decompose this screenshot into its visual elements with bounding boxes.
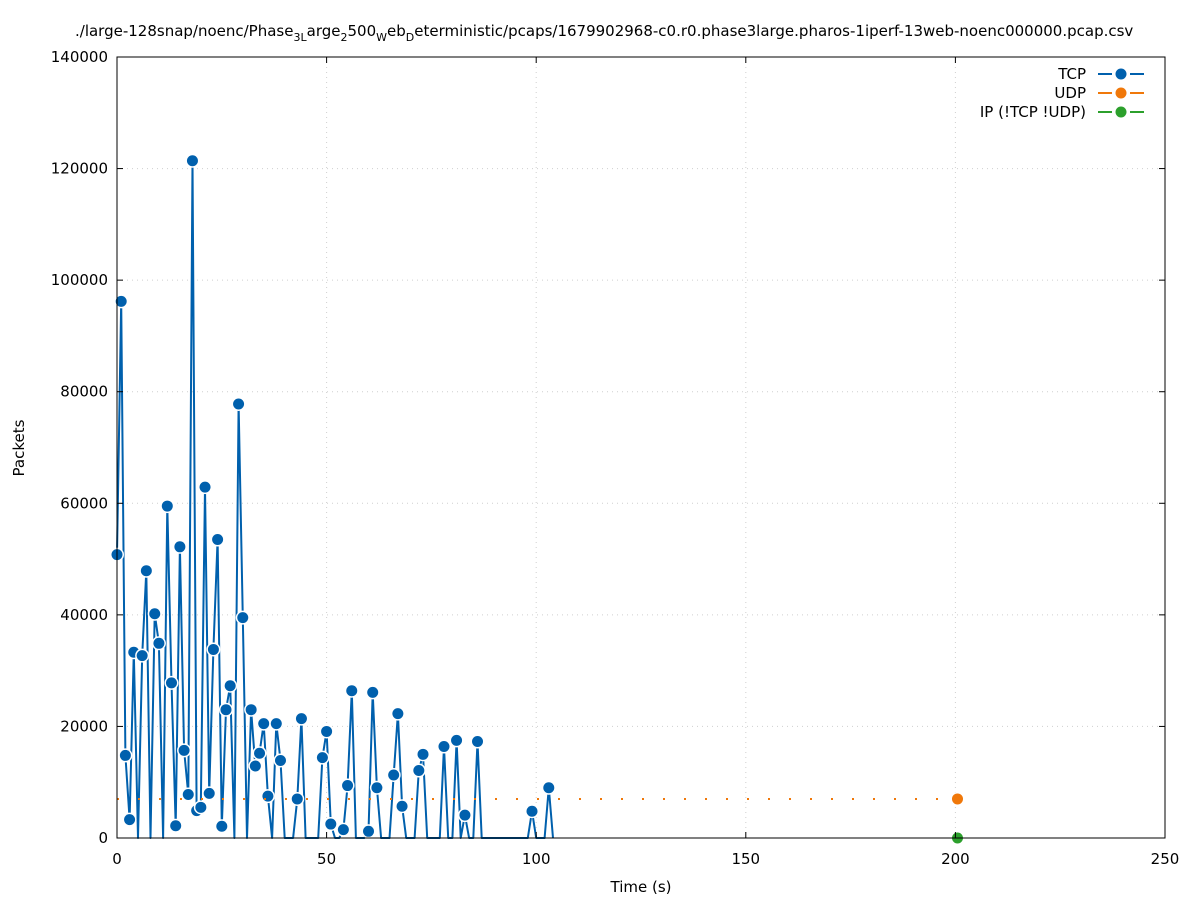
data-point	[291, 793, 303, 805]
x-tick-label: 200	[941, 850, 970, 868]
data-point	[199, 481, 211, 493]
axes-layer: 0 50 100 150 200 250 0 20000 40000 60000 80000 1000…	[51, 48, 1180, 868]
data-point	[392, 708, 404, 720]
series-udp	[117, 791, 965, 806]
data-point	[413, 764, 425, 776]
data-point	[115, 295, 127, 307]
chart-title: ./large-128snap/noenc/Phase3Large2500Web…	[75, 22, 1133, 44]
data-point	[149, 608, 161, 620]
data-point	[258, 718, 270, 730]
data-point	[233, 398, 245, 410]
x-tick-label: 250	[1151, 850, 1180, 868]
y-tick-label: 40000	[60, 606, 108, 624]
data-point	[270, 718, 282, 730]
y-tick-label: 140000	[51, 48, 108, 66]
data-point	[337, 824, 349, 836]
y-tick-label: 0	[98, 829, 108, 847]
data-point	[295, 713, 307, 725]
data-point	[951, 793, 963, 805]
data-point	[216, 820, 228, 832]
x-tick-label: 150	[731, 850, 760, 868]
series-line	[116, 159, 554, 839]
series-tcp	[110, 153, 556, 839]
data-point	[367, 686, 379, 698]
data-point	[262, 790, 274, 802]
data-point	[325, 818, 337, 830]
data-point	[346, 685, 358, 697]
data-point	[396, 800, 408, 812]
data-point	[274, 754, 286, 766]
series-layer	[110, 153, 965, 845]
data-point	[254, 747, 266, 759]
data-point	[249, 760, 261, 772]
data-point	[316, 752, 328, 764]
title-segment: arge	[307, 22, 341, 40]
data-point	[165, 677, 177, 689]
data-point	[182, 788, 194, 800]
data-point	[526, 805, 538, 817]
data-point	[451, 734, 463, 746]
legend-marker	[1115, 87, 1127, 99]
title-segment: W	[376, 31, 387, 44]
title-segment: eterministic/pcaps/1679902968-c0.r0.phas…	[414, 22, 1133, 40]
data-point	[212, 534, 224, 546]
data-point	[140, 565, 152, 577]
title-segment: eb	[387, 22, 406, 40]
legend-marker	[1115, 106, 1127, 118]
data-point	[136, 650, 148, 662]
grid-lines	[117, 57, 1165, 838]
title-segment: D	[406, 31, 414, 44]
data-point	[195, 801, 207, 813]
y-axis-label: Packets	[10, 419, 28, 476]
data-point	[543, 782, 555, 794]
y-tick-label: 100000	[51, 271, 108, 289]
data-point	[371, 782, 383, 794]
y-tick-label: 20000	[60, 717, 108, 735]
data-point	[161, 500, 173, 512]
data-point	[119, 749, 131, 761]
data-point	[124, 814, 136, 826]
legend-label: UDP	[1054, 84, 1086, 102]
x-tick-label: 0	[112, 850, 122, 868]
y-tick-label: 120000	[51, 160, 108, 178]
data-point	[220, 704, 232, 716]
data-point	[245, 704, 257, 716]
x-axis-label: Time (s)	[610, 878, 672, 896]
data-point	[417, 748, 429, 760]
y-tick-label: 80000	[60, 383, 108, 401]
data-point	[388, 769, 400, 781]
y-tick-label: 60000	[60, 494, 108, 512]
legend-label: TCP	[1057, 65, 1086, 83]
data-point	[153, 637, 165, 649]
legend-marker	[1115, 68, 1127, 80]
data-point	[174, 541, 186, 553]
title-segment: ./large-128snap/noenc/Phase	[75, 22, 293, 40]
title-segment: 2	[340, 31, 347, 44]
data-point	[363, 825, 375, 837]
data-point	[459, 809, 471, 821]
data-point	[178, 744, 190, 756]
data-point	[438, 741, 450, 753]
data-point	[203, 787, 215, 799]
data-point	[237, 612, 249, 624]
title-segment: 500	[347, 22, 376, 40]
title-segment: 3L	[293, 31, 307, 44]
legend-label: IP (!TCP !UDP)	[980, 103, 1086, 121]
x-tick-label: 50	[317, 850, 336, 868]
data-point	[472, 735, 484, 747]
data-point	[170, 820, 182, 832]
plot-border	[116, 56, 1166, 839]
x-tick-label: 100	[522, 850, 551, 868]
data-point	[186, 155, 198, 167]
data-point	[342, 780, 354, 792]
data-point	[321, 725, 333, 737]
data-point	[224, 680, 236, 692]
data-point	[207, 643, 219, 655]
